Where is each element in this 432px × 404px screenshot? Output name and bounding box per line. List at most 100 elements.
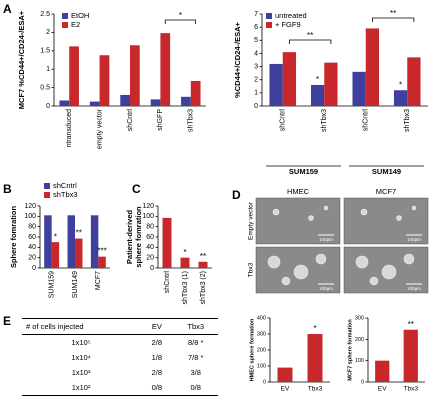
significance-label: * — [183, 248, 186, 257]
y-tick-label: 300 — [257, 331, 266, 337]
y-tick-label: 40 — [146, 244, 154, 251]
bar — [99, 55, 110, 106]
legend-label: untreated — [275, 11, 307, 20]
y-tick-label: 100 — [142, 213, 154, 220]
x-tick-label: ntransduced — [66, 109, 73, 148]
table-cell: 2/8 — [151, 338, 163, 347]
scale-label: 100µm — [319, 237, 333, 242]
significance-label: * — [54, 232, 57, 241]
y-axis-label: MCF7 %CD44+/CD24-/ESA+ — [17, 10, 26, 109]
table-cell: 3/8 — [190, 368, 201, 377]
y-tick-label: 200 — [257, 347, 266, 353]
scale-label: 100µm — [407, 237, 421, 242]
table-header: # of cells injected EV Tbx3 — [22, 318, 218, 335]
legend-swatch — [44, 183, 50, 189]
y-axis-label: sphere fomration — [134, 206, 143, 268]
y-tick-label: 0 — [263, 379, 266, 385]
x-tick-label: MCF7 — [95, 271, 102, 290]
x-tick-label: SUM149 — [72, 271, 79, 298]
sphere — [308, 215, 314, 221]
y-tick-label: 5 — [254, 37, 258, 44]
x-tick-label: shCntrl — [280, 109, 287, 132]
y-tick-label: 0.5 — [40, 84, 50, 91]
image-column-label: MCF7 — [376, 187, 396, 196]
sphere — [272, 208, 280, 216]
y-tick-label: 120 — [142, 203, 154, 210]
x-tick-label: shTbx3 — [404, 109, 411, 132]
bar — [89, 101, 100, 106]
bar — [198, 261, 208, 268]
y-axis-label: MCF7 sphere formation — [347, 319, 353, 381]
x-tick-label: shGFP — [157, 109, 164, 131]
table-row: 1x10² 0/8 0/8 — [22, 380, 218, 396]
x-tick-label: SUM159 — [49, 271, 56, 298]
group-label: SUM159 — [289, 167, 318, 176]
x-tick-label: shTbx3 — [321, 109, 328, 132]
table-cell: 0/8 — [151, 383, 163, 392]
table-row: 1x10⁵ 2/8 8/8 * — [22, 335, 218, 351]
y-tick-label: 80 — [146, 224, 154, 231]
y-tick-label: 80 — [28, 224, 36, 231]
bar — [67, 215, 75, 268]
bar — [324, 62, 338, 106]
sphere — [360, 208, 368, 216]
table-cell: 1x10⁵ — [71, 338, 91, 347]
bracket-label: * — [179, 11, 182, 20]
y-tick-label: 1.5 — [40, 48, 50, 55]
header-cell: # of cells injected — [22, 318, 141, 335]
bar — [44, 215, 52, 268]
x-tick-label: shCntrl — [363, 109, 370, 132]
significance-label: ** — [408, 320, 414, 329]
y-tick-label: 200 — [355, 337, 364, 343]
bar — [162, 217, 172, 268]
image-row-label: Empty vector — [248, 201, 255, 240]
significance-label: * — [313, 324, 316, 333]
significance-label: * — [316, 75, 319, 84]
y-tick-label: 0 — [46, 103, 50, 110]
y-tick-label: 0 — [361, 379, 364, 385]
bar — [120, 94, 130, 106]
bar — [307, 334, 323, 382]
y-tick-label: 300 — [355, 315, 364, 321]
table-cell: 2/8 — [151, 368, 163, 377]
table-cell: 0/8 — [190, 383, 201, 392]
table-row: 1x10⁴ 1/8 7/8 * — [22, 350, 218, 365]
y-tick-label: 0 — [32, 265, 36, 272]
sphere — [315, 253, 327, 265]
y-tick-label: 3 — [254, 63, 258, 70]
y-axis-label: Sphere fomration — [9, 206, 18, 269]
bar — [59, 100, 70, 106]
bar — [393, 90, 408, 106]
y-tick-label: 0 — [254, 103, 258, 110]
bar — [181, 96, 191, 106]
significance-label: * — [399, 80, 402, 89]
legend-label: shTbx3 — [53, 190, 78, 199]
header-cell: EV — [140, 318, 174, 335]
scale-label: 100µm — [319, 286, 333, 291]
legend-label: + FGF9 — [275, 20, 301, 29]
bar — [75, 238, 83, 268]
y-tick-label: 2.5 — [40, 11, 50, 18]
x-tick-label: shTbx3 (2) — [200, 271, 207, 304]
panel-letter: C — [132, 182, 141, 196]
bar — [403, 329, 418, 382]
legend-swatch — [266, 13, 272, 19]
y-axis-label: Patient-derived — [125, 209, 134, 264]
x-tick-label: shTbx3 — [188, 109, 195, 132]
bar — [352, 71, 366, 106]
table-row: 1x10³ 2/8 3/8 — [22, 365, 218, 380]
y-tick-label: 0 — [150, 265, 154, 272]
table-cell: 7/8 * — [188, 353, 204, 362]
panel-letter: D — [232, 188, 241, 202]
y-tick-label: 1 — [254, 90, 258, 97]
y-tick-label: 40 — [28, 244, 36, 251]
bar — [90, 215, 99, 268]
sphere — [323, 205, 329, 211]
bar — [180, 257, 190, 268]
bar — [269, 63, 283, 106]
micrograph — [255, 197, 341, 245]
legend-label: E2 — [71, 20, 80, 29]
bar — [160, 33, 171, 106]
legend-label: shCntrl — [53, 181, 77, 190]
